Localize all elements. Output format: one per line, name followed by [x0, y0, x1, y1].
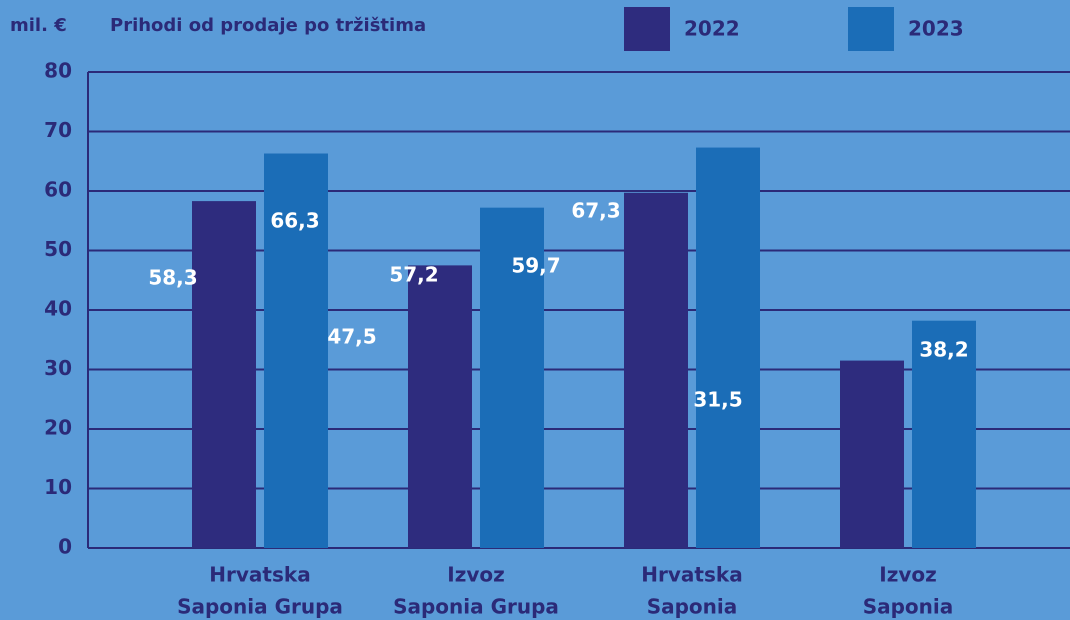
x-tick-label: Saponia Grupa: [393, 595, 559, 619]
bar: [408, 265, 472, 548]
y-tick-label: 80: [44, 59, 72, 83]
bar: [840, 360, 904, 548]
x-tick-label: Saponia: [647, 595, 738, 619]
bar: [912, 320, 976, 548]
y-tick-label: 70: [44, 118, 72, 142]
y-tick-label: 10: [44, 475, 72, 499]
data-label: 57,2: [389, 263, 438, 287]
y-tick-label: 0: [58, 535, 72, 559]
data-label: 31,5: [693, 388, 742, 412]
y-tick-label: 20: [44, 416, 72, 440]
bar: [264, 153, 328, 548]
y-tick-label: 60: [44, 178, 72, 202]
x-tick-label: Saponia Grupa: [177, 595, 343, 619]
y-tick-label: 40: [44, 297, 72, 321]
unit-label: mil. €: [10, 15, 67, 36]
bar: [192, 201, 256, 549]
data-label: 66,3: [270, 209, 319, 233]
bar: [624, 192, 688, 548]
legend-swatch: [624, 7, 670, 51]
legend-label: 2023: [908, 17, 964, 41]
bar: [696, 147, 760, 548]
x-tick-label: Izvoz: [447, 563, 505, 587]
chart-title: Prihodi od prodaje po tržištima: [110, 15, 426, 36]
data-label: 58,3: [148, 266, 197, 290]
bar: [480, 207, 544, 548]
x-tick-label: Izvoz: [879, 563, 937, 587]
data-label: 59,7: [511, 254, 560, 278]
legend-label: 2022: [684, 17, 740, 41]
x-tick-label: Saponia: [863, 595, 954, 619]
x-tick-label: Hrvatska: [641, 563, 742, 587]
x-tick-label: Hrvatska: [209, 563, 310, 587]
y-tick-label: 30: [44, 356, 72, 380]
data-label: 38,2: [919, 338, 968, 362]
data-label: 67,3: [571, 199, 620, 223]
legend-swatch: [848, 7, 894, 51]
data-label: 47,5: [327, 325, 376, 349]
y-tick-label: 50: [44, 237, 72, 261]
